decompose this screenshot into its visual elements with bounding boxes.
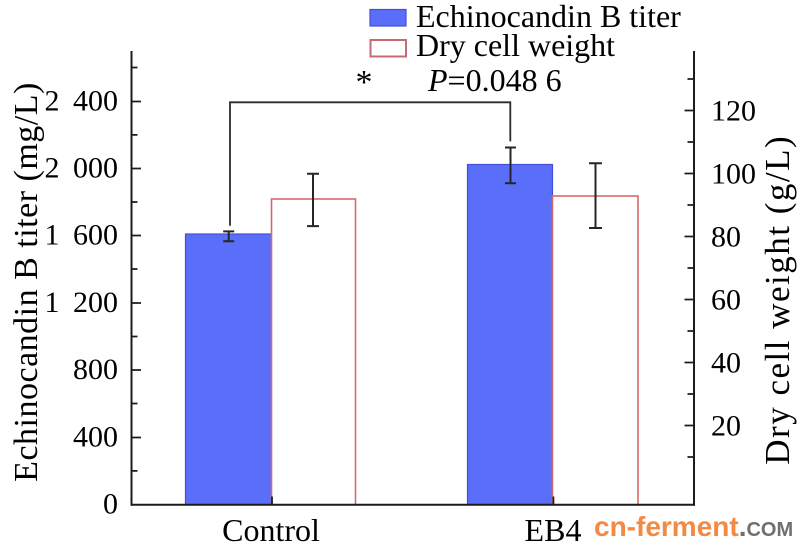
svg-text:2 000: 2 000 (44, 152, 118, 185)
svg-text:120: 120 (711, 94, 756, 127)
svg-text:Dry cell weight (g/L): Dry cell weight (g/L) (758, 135, 797, 465)
svg-text:40: 40 (711, 346, 741, 379)
svg-text:1 600: 1 600 (44, 219, 118, 252)
svg-text:Dry cell weight: Dry cell weight (416, 27, 615, 63)
svg-text:20: 20 (711, 409, 741, 442)
svg-text:Echinocandin B titer: Echinocandin B titer (416, 0, 681, 34)
svg-text:P=0.048 6: P=0.048 6 (427, 62, 562, 98)
svg-text:100: 100 (711, 157, 756, 190)
svg-text:800: 800 (73, 353, 118, 386)
svg-text:60: 60 (711, 283, 741, 316)
svg-text:*: * (356, 64, 373, 101)
svg-text:400: 400 (73, 421, 118, 454)
svg-text:Echinocandin B titer (mg/L): Echinocandin B titer (mg/L) (8, 82, 45, 482)
svg-text:2 400: 2 400 (44, 85, 118, 118)
svg-text:1 200: 1 200 (44, 286, 118, 319)
svg-text:80: 80 (711, 220, 741, 253)
svg-text:Control: Control (222, 512, 320, 548)
svg-text:EB4: EB4 (525, 512, 582, 548)
svg-text:0: 0 (103, 488, 118, 521)
